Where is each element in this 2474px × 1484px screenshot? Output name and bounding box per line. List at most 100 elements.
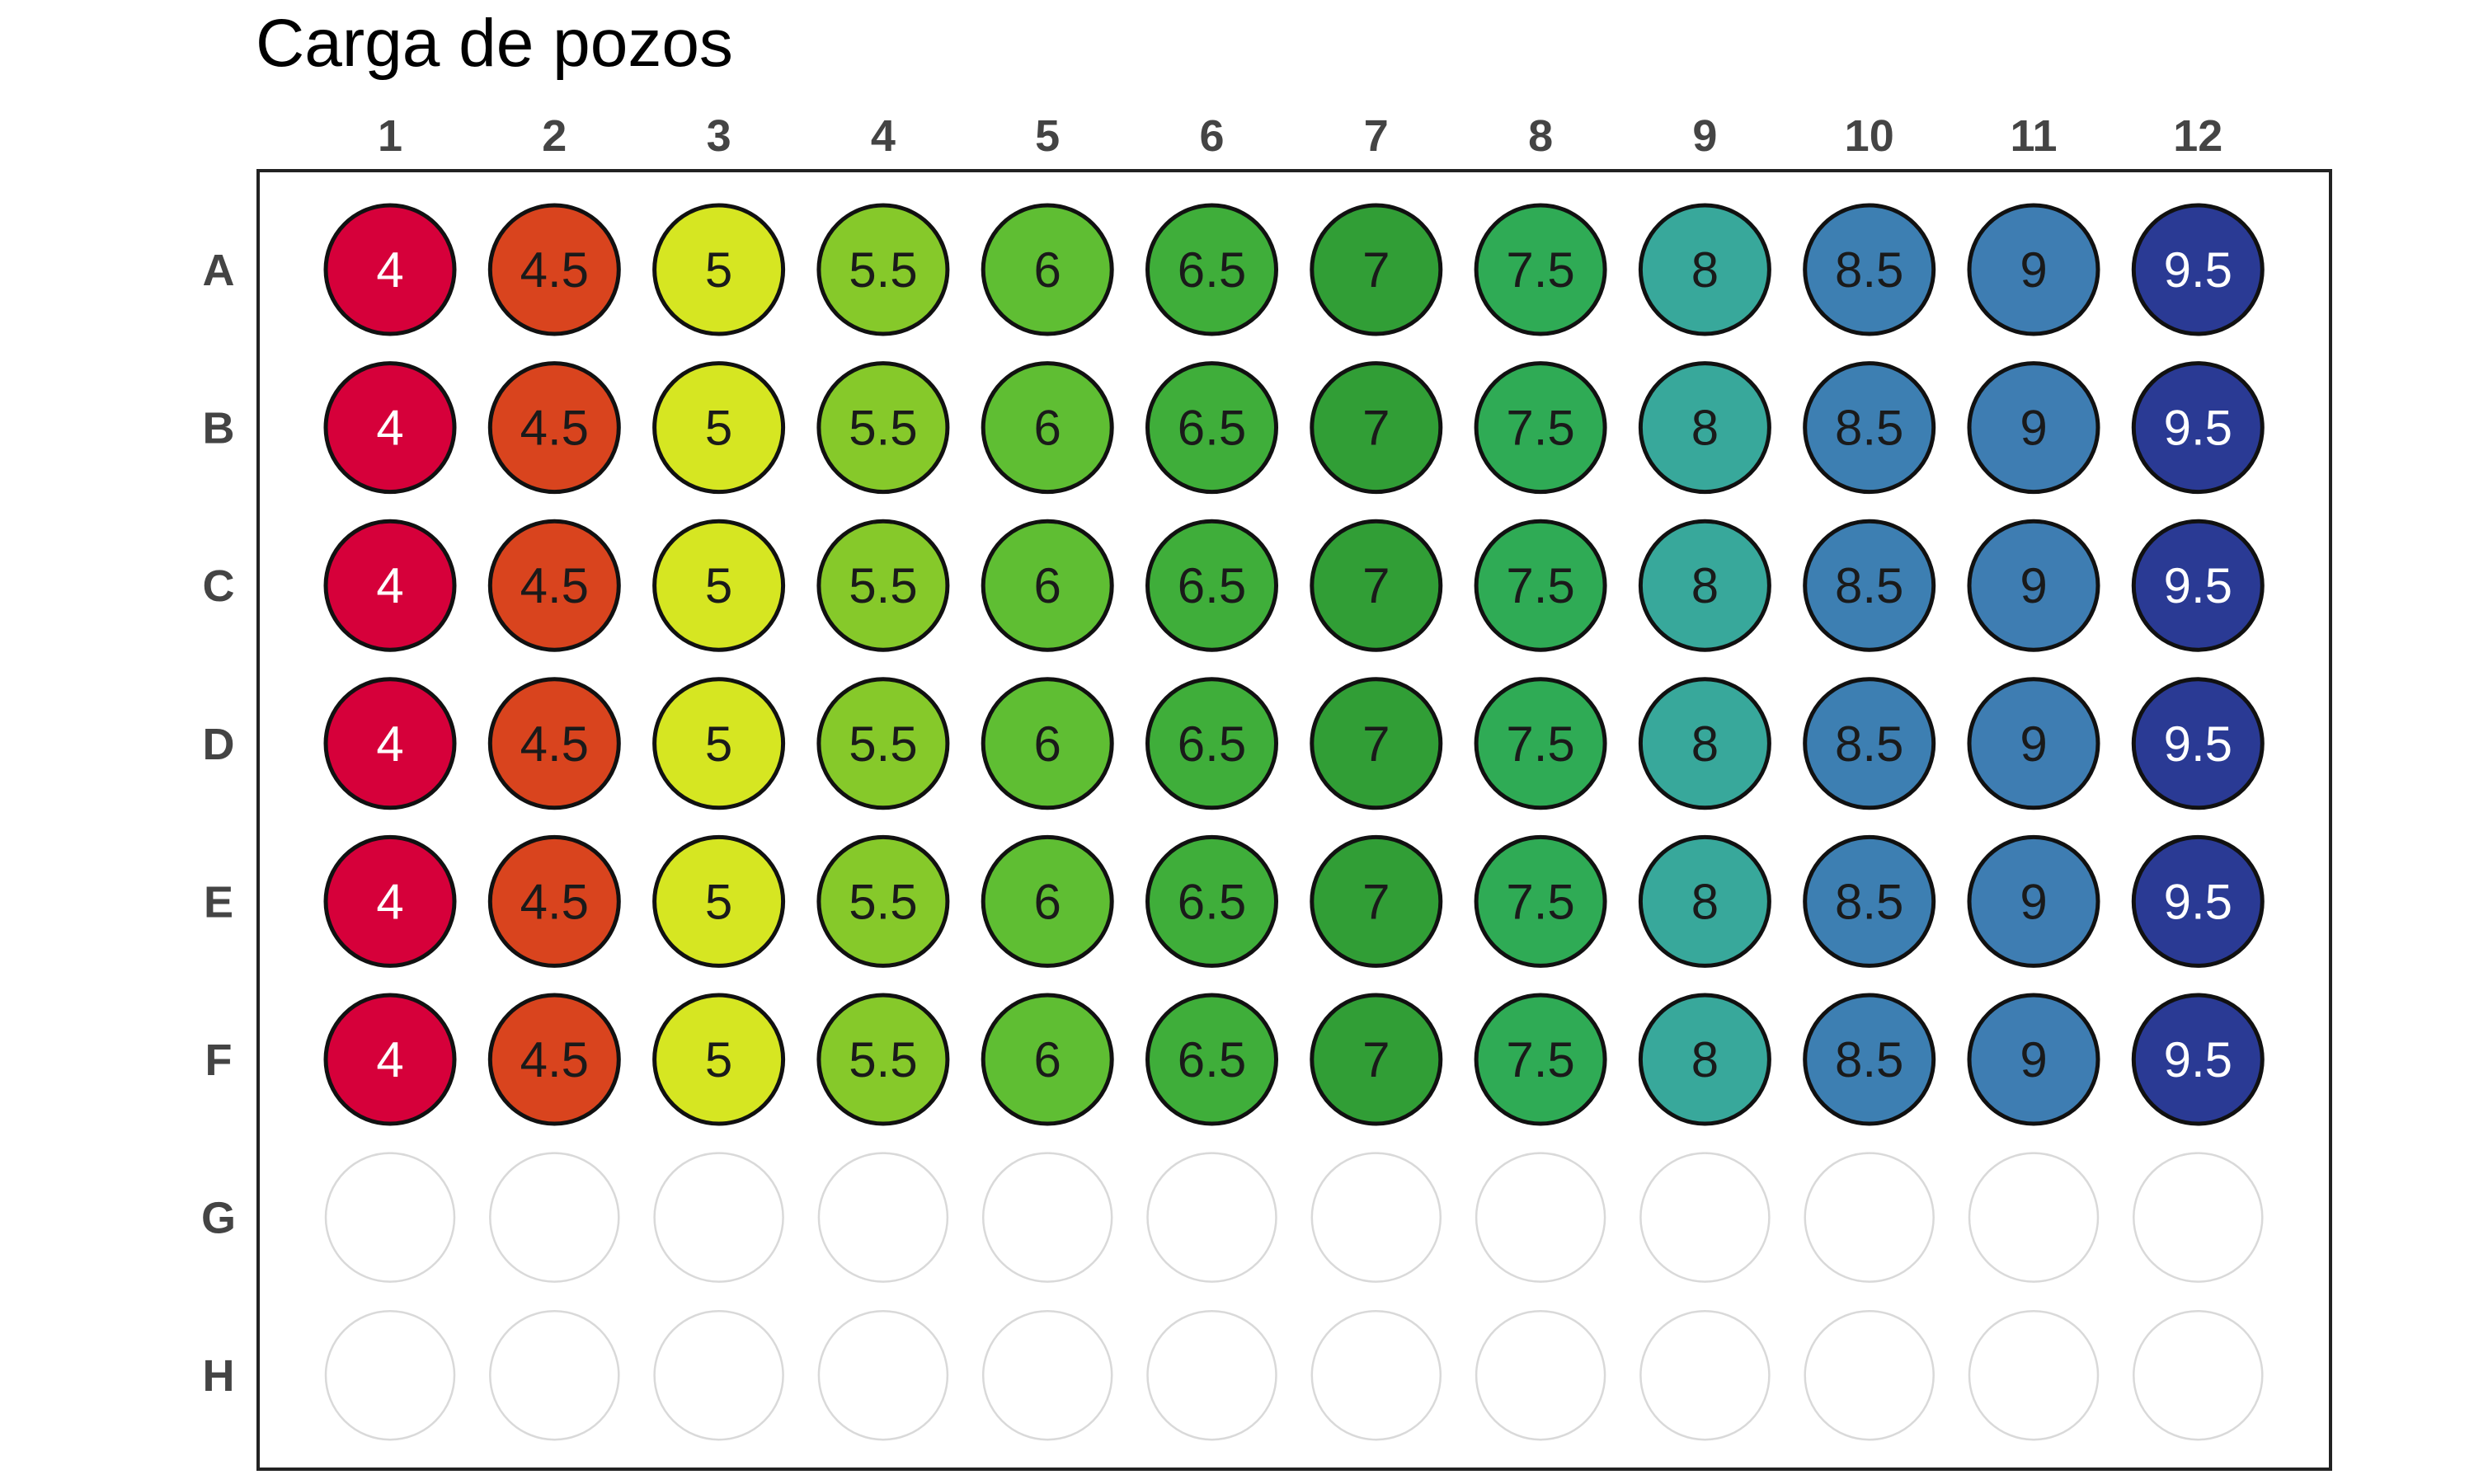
well-value-label: 8.5 [1835, 716, 1903, 772]
well-value-label: 7.5 [1506, 874, 1574, 929]
well-value-label: 9 [2020, 242, 2047, 298]
well-filled [487, 361, 621, 495]
well-value-label: 6 [1034, 874, 1061, 929]
well-filled [2131, 519, 2265, 652]
column-label: 5 [1035, 111, 1060, 161]
well-filled [981, 361, 1114, 495]
well-value-label: 5 [705, 242, 732, 298]
well-value-label: 4 [376, 874, 403, 929]
well-value-label: 7.5 [1506, 242, 1574, 298]
well-empty [1639, 1309, 1771, 1441]
well-value-label: 7.5 [1506, 1032, 1574, 1087]
well-filled [981, 519, 1114, 652]
well-value-label: 6.5 [1178, 401, 1246, 456]
well-filled [652, 834, 786, 968]
well-empty [1639, 1152, 1771, 1283]
well-empty [981, 1152, 1113, 1283]
well-empty [653, 1309, 784, 1441]
well-value-label: 5 [705, 874, 732, 929]
well-filled [1474, 203, 1607, 336]
well-value-label: 4 [376, 401, 403, 456]
well-value-label: 6.5 [1178, 1032, 1246, 1087]
well-empty [1310, 1152, 1442, 1283]
well-value-label: 8 [1691, 401, 1719, 456]
well-value-label: 4.5 [520, 1032, 589, 1087]
well-value-label: 7.5 [1506, 558, 1574, 613]
well-filled [1967, 993, 2100, 1126]
well-filled [1474, 519, 1607, 652]
well-filled [981, 677, 1114, 810]
well-empty [817, 1152, 949, 1283]
well-filled [323, 203, 457, 336]
well-empty [817, 1309, 949, 1441]
well-empty [1968, 1309, 2100, 1441]
column-label: 11 [2010, 111, 2057, 161]
well-filled [1803, 834, 1936, 968]
well-empty [981, 1309, 1113, 1441]
well-value-label: 4 [376, 558, 403, 613]
well-filled [652, 677, 786, 810]
well-value-label: 8 [1691, 558, 1719, 613]
well-value-label: 8 [1691, 242, 1719, 298]
well-filled [1310, 519, 1443, 652]
well-value-label: 7.5 [1506, 716, 1574, 772]
wells-grid: 4 4.5 5 5.5 6 6.5 7 7.5 8 8.5 9 9.5 4 4.5 5 5.5 6 6.5 7 7.5… [323, 203, 2265, 1441]
well-value-label: 4.5 [520, 242, 589, 298]
well-filled [1145, 519, 1278, 652]
well-filled [1474, 361, 1607, 495]
well-value-label: 9.5 [2164, 242, 2232, 298]
row-label: E [204, 877, 233, 927]
well-filled [1803, 993, 1936, 1126]
well-filled [487, 993, 621, 1126]
well-value-label: 5.5 [849, 558, 917, 613]
well-value-label: 9.5 [2164, 874, 2232, 929]
well-value-label: 5.5 [849, 874, 917, 929]
well-filled [487, 203, 621, 336]
well-filled [1310, 361, 1443, 495]
well-value-label: 9.5 [2164, 716, 2232, 772]
well-filled [1967, 361, 2100, 495]
well-value-label: 6 [1034, 716, 1061, 772]
column-label: 10 [1845, 111, 1894, 161]
well-empty [1475, 1152, 1606, 1283]
well-value-label: 4 [376, 716, 403, 772]
well-filled [652, 519, 786, 652]
row-label: F [205, 1036, 233, 1085]
well-filled [816, 993, 950, 1126]
well-empty [1804, 1152, 1935, 1283]
well-empty [324, 1152, 456, 1283]
column-label: 8 [1528, 111, 1553, 161]
well-filled [816, 834, 950, 968]
row-label: A [203, 246, 235, 295]
well-value-label: 6 [1034, 1032, 1061, 1087]
well-filled [1967, 834, 2100, 968]
well-value-label: 6.5 [1178, 242, 1246, 298]
row-label: C [203, 561, 235, 611]
well-empty [2133, 1152, 2264, 1283]
well-filled [1803, 677, 1936, 810]
well-value-label: 4 [376, 242, 403, 298]
well-filled [1967, 519, 2100, 652]
column-label: 9 [1692, 111, 1717, 161]
well-empty [1146, 1309, 1277, 1441]
column-label: 12 [2173, 111, 2222, 161]
well-value-label: 9 [2020, 874, 2047, 929]
well-filled [1638, 203, 1771, 336]
well-filled [2131, 834, 2265, 968]
well-empty [1146, 1152, 1277, 1283]
well-filled [1967, 677, 2100, 810]
well-value-label: 9.5 [2164, 401, 2232, 456]
well-value-label: 9.5 [2164, 1032, 2232, 1087]
well-filled [1145, 203, 1278, 336]
well-filled [1638, 993, 1771, 1126]
well-filled [2131, 361, 2265, 495]
well-filled [1474, 834, 1607, 968]
well-filled [1310, 203, 1443, 336]
column-label: 3 [707, 111, 731, 161]
well-filled [652, 203, 786, 336]
well-value-label: 8 [1691, 716, 1719, 772]
well-value-label: 5.5 [849, 242, 917, 298]
well-value-label: 5.5 [849, 401, 917, 456]
well-value-label: 6 [1034, 558, 1061, 613]
well-empty [653, 1152, 784, 1283]
